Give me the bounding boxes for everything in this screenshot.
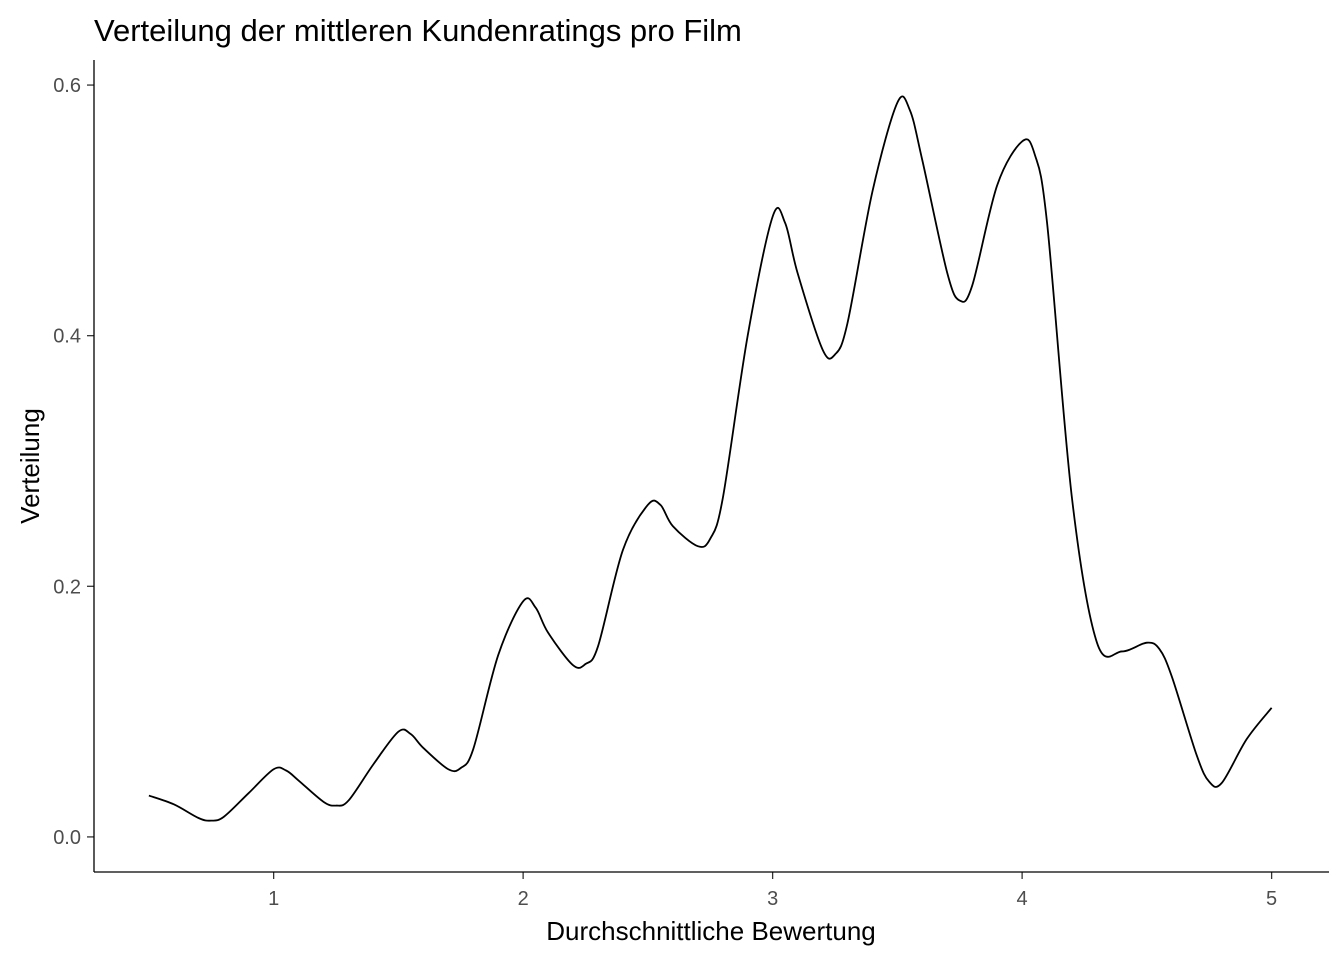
y-tick-label: 0.6 (53, 75, 81, 97)
x-axis-label: Durchschnittliche Bewertung (546, 916, 876, 946)
y-tick-label: 0.4 (53, 326, 81, 348)
x-tick-label: 1 (268, 888, 279, 910)
x-tick-label: 2 (518, 888, 529, 910)
x-axis-ticks: 1 2 3 4 5 (268, 872, 1277, 910)
x-tick-label: 4 (1017, 888, 1028, 910)
y-axis-label: Verteilung (15, 408, 45, 524)
y-tick-label: 0.0 (53, 827, 81, 849)
chart-title: Verteilung der mittleren Kundenratings p… (94, 13, 742, 48)
y-tick-label: 0.2 (53, 576, 81, 598)
x-tick-label: 3 (767, 888, 778, 910)
y-axis-ticks: 0.0 0.2 0.4 0.6 (53, 75, 94, 849)
x-tick-label: 5 (1266, 888, 1277, 910)
density-curve (148, 95, 1273, 822)
